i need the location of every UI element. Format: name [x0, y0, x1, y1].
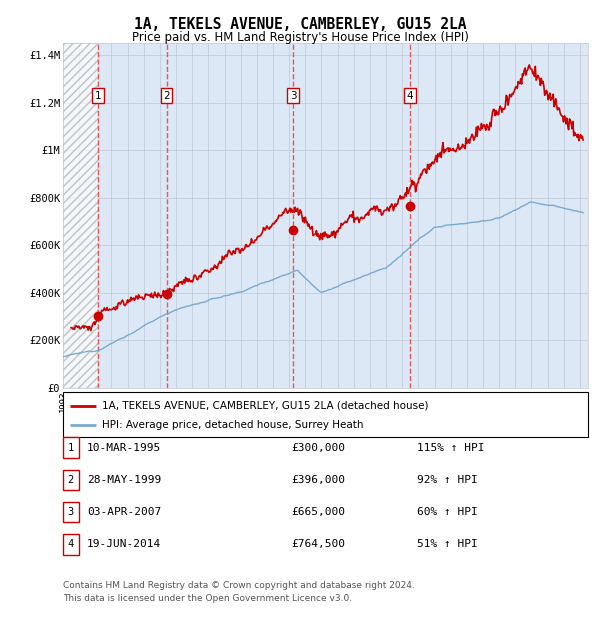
Text: £396,000: £396,000	[291, 475, 345, 485]
Text: 03-APR-2007: 03-APR-2007	[87, 507, 161, 517]
Text: 115% ↑ HPI: 115% ↑ HPI	[417, 443, 485, 453]
Text: 3: 3	[68, 507, 74, 517]
Text: HPI: Average price, detached house, Surrey Heath: HPI: Average price, detached house, Surr…	[102, 420, 364, 430]
Text: 2: 2	[68, 475, 74, 485]
Text: 1A, TEKELS AVENUE, CAMBERLEY, GU15 2LA: 1A, TEKELS AVENUE, CAMBERLEY, GU15 2LA	[134, 17, 466, 32]
Text: 28-MAY-1999: 28-MAY-1999	[87, 475, 161, 485]
Text: 1: 1	[68, 443, 74, 453]
Text: 1A, TEKELS AVENUE, CAMBERLEY, GU15 2LA (detached house): 1A, TEKELS AVENUE, CAMBERLEY, GU15 2LA (…	[102, 401, 428, 411]
Text: £300,000: £300,000	[291, 443, 345, 453]
Text: £665,000: £665,000	[291, 507, 345, 517]
Text: Price paid vs. HM Land Registry's House Price Index (HPI): Price paid vs. HM Land Registry's House …	[131, 31, 469, 44]
Text: This data is licensed under the Open Government Licence v3.0.: This data is licensed under the Open Gov…	[63, 593, 352, 603]
Text: 4: 4	[406, 91, 413, 100]
Bar	[63, 43, 98, 388]
Text: 92% ↑ HPI: 92% ↑ HPI	[417, 475, 478, 485]
Text: 19-JUN-2014: 19-JUN-2014	[87, 539, 161, 549]
Text: 4: 4	[68, 539, 74, 549]
Text: £764,500: £764,500	[291, 539, 345, 549]
Text: 1: 1	[95, 91, 101, 100]
Text: 10-MAR-1995: 10-MAR-1995	[87, 443, 161, 453]
Text: Contains HM Land Registry data © Crown copyright and database right 2024.: Contains HM Land Registry data © Crown c…	[63, 581, 415, 590]
Text: 60% ↑ HPI: 60% ↑ HPI	[417, 507, 478, 517]
Text: 3: 3	[290, 91, 296, 100]
Text: 2: 2	[163, 91, 170, 100]
Text: 51% ↑ HPI: 51% ↑ HPI	[417, 539, 478, 549]
